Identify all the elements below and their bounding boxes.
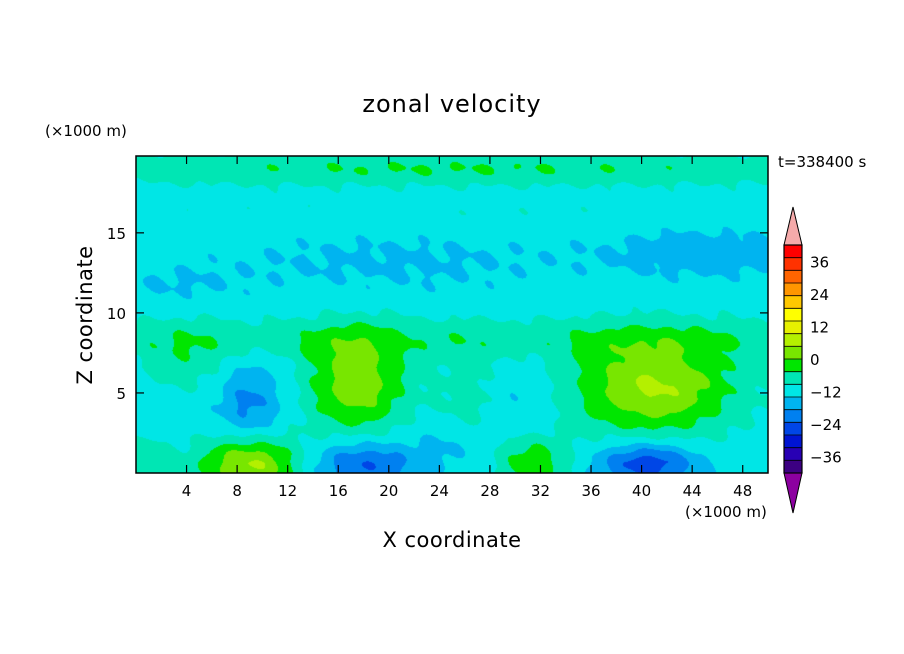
- colorbar-band: [784, 409, 802, 423]
- z-tick-label: 5: [116, 385, 126, 403]
- colorbar-band: [784, 422, 802, 436]
- colorbar-over-arrow: [783, 206, 803, 246]
- colorbar-band: [784, 384, 802, 398]
- colorbar-tick-label: 12: [810, 318, 829, 336]
- x-axis-label: X coordinate: [382, 528, 521, 552]
- z-axis-label: Z coordinate: [73, 245, 97, 384]
- colorbar-band: [784, 283, 802, 297]
- colorbar-band: [784, 397, 802, 411]
- colorbar-band: [784, 245, 802, 259]
- colorbar-tick-label: 24: [810, 286, 829, 304]
- x-tick-label: 20: [379, 482, 398, 500]
- z-tick-label: 10: [107, 305, 126, 323]
- zonal-velocity-field: [136, 156, 768, 473]
- colorbar-band: [784, 447, 802, 461]
- colorbar-band: [784, 359, 802, 373]
- colorbar-under-arrow: [783, 472, 803, 514]
- x-tick-label: 36: [581, 482, 600, 500]
- colorbar-tick-label: 36: [810, 253, 829, 271]
- colorbar-band: [784, 460, 802, 474]
- x-tick-label: 48: [733, 482, 752, 500]
- colorbar-band: [784, 371, 802, 385]
- x-tick-label: 24: [430, 482, 449, 500]
- colorbar-band: [784, 270, 802, 284]
- x-unit-label: (×1000 m): [685, 503, 767, 521]
- colorbar-band: [784, 346, 802, 360]
- x-tick-label: 4: [182, 482, 192, 500]
- colorbar-tick-label: −24: [810, 416, 842, 434]
- colorbar: −36 −24 −12 0 12 24 36: [783, 206, 842, 514]
- colorbar-band: [784, 321, 802, 335]
- colorbar-band: [784, 295, 802, 309]
- x-ticks: 4 8 12 16 20 24 28 32 36 40 44 48: [182, 156, 752, 500]
- colorbar-band: [784, 333, 802, 347]
- colorbar-tick-label: −12: [810, 384, 842, 402]
- z-unit-label: (×1000 m): [45, 122, 127, 140]
- colorbar-band: [784, 308, 802, 322]
- colorbar-band: [784, 435, 802, 449]
- x-tick-label: 44: [683, 482, 702, 500]
- colorbar-tick-label: −36: [810, 449, 842, 467]
- z-ticks: 5 10 15: [107, 225, 768, 403]
- chart-title: zonal velocity: [362, 90, 541, 118]
- x-tick-label: 32: [531, 482, 550, 500]
- x-tick-label: 12: [278, 482, 297, 500]
- colorbar-frame: [783, 244, 803, 474]
- plot-frame: [135, 155, 769, 474]
- time-label: t=338400 s: [778, 153, 866, 171]
- x-tick-label: 16: [329, 482, 348, 500]
- x-tick-label: 28: [480, 482, 499, 500]
- x-tick-label: 8: [232, 482, 242, 500]
- z-tick-label: 15: [107, 225, 126, 243]
- colorbar-tick-label: 0: [810, 351, 820, 369]
- colorbar-band: [784, 257, 802, 271]
- x-tick-label: 40: [632, 482, 651, 500]
